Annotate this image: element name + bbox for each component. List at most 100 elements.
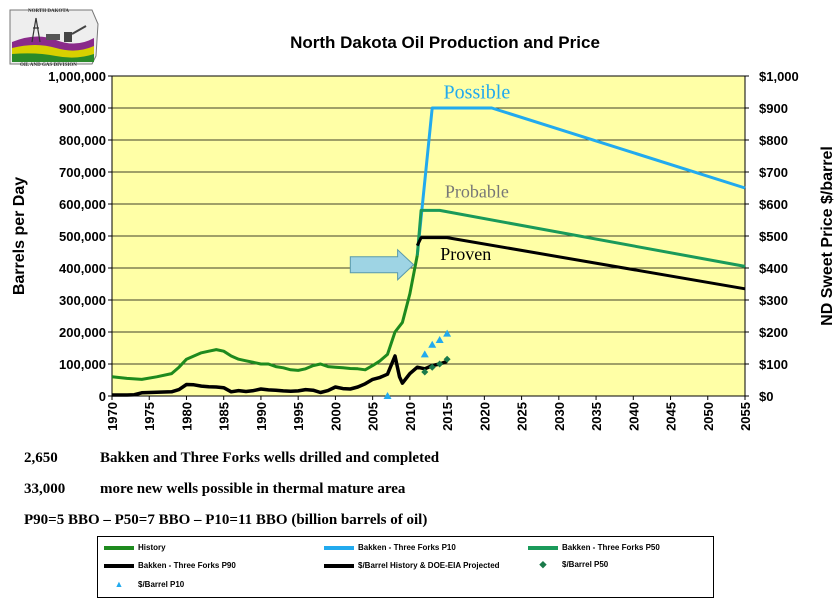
x-tick-label: 1970: [105, 402, 120, 431]
y-tick-label: 500,000: [59, 229, 106, 244]
y-tick-label: 700,000: [59, 165, 106, 180]
x-tick-label: 2040: [626, 402, 641, 431]
y2-tick-label: $200: [759, 325, 788, 340]
note-row: P90=5 BBO – P50=7 BBO – P10=11 BBO (bill…: [24, 512, 439, 543]
x-tick-label: 1995: [291, 402, 306, 431]
logo-top-text: NORTH DAKOTA: [28, 9, 69, 14]
series-bakken-three-forks-p90: [415, 236, 746, 291]
arrow-right-icon: [349, 248, 415, 281]
y-tick-label: 400,000: [59, 261, 106, 276]
x-tick-label: 2000: [328, 402, 343, 431]
y2-tick-label: $800: [759, 133, 788, 148]
x-tick-label: 1990: [254, 402, 269, 431]
legend-item-price-p10: ▲ $/Barrel P10: [104, 579, 185, 589]
data-point-diamond: [421, 368, 429, 376]
x-tick-label: 2015: [440, 402, 455, 431]
y-tick-label: 600,000: [59, 197, 106, 212]
chart-title: North Dakota Oil Production and Price: [290, 33, 600, 52]
y-tick-label: 300,000: [59, 293, 106, 308]
x-tick-label: 1985: [217, 402, 232, 431]
y-tick-label: 800,000: [59, 133, 106, 148]
x-tick-label: 2045: [664, 402, 679, 431]
note-row: 2,650 Bakken and Three Forks wells drill…: [24, 450, 439, 481]
y2-tick-label: $900: [759, 101, 788, 116]
legend-item-price-history: $/Barrel History & DOE-EIA Projected: [324, 561, 500, 570]
note-number: 2,650: [24, 450, 58, 466]
legend-swatch: [324, 545, 354, 550]
series-barrel-history-doe-eia-projected: [112, 354, 448, 397]
triangle-marker-icon: ▲: [114, 579, 124, 589]
y-tick-label: 900,000: [59, 101, 106, 116]
y-tick-label: 100,000: [59, 357, 106, 372]
annotation-proven: Proven: [440, 244, 491, 264]
x-tick-label: 2030: [552, 402, 567, 431]
y-tick-label: 1,000,000: [48, 69, 106, 84]
data-point-diamond: [428, 363, 436, 371]
y2-tick-label: $400: [759, 261, 788, 276]
x-tick-label: 2010: [403, 402, 418, 431]
nd-oil-gas-logo: NORTH DAKOTA OIL AND GAS DIVISION: [6, 4, 102, 70]
legend-item-price-p50: ◆ $/Barrel P50: [528, 559, 609, 570]
legend-label: $/Barrel P10: [138, 579, 185, 589]
oil-production-chart: 0 100,000 200,000 300,000 400,000 500,000 600,…: [11, 33, 836, 431]
series-bakken-three-forks-p10: [415, 106, 746, 256]
y-axis-left: 0 100,000 200,000 300,000 400,000 500,000 600,…: [48, 69, 112, 404]
y2-tick-label: $500: [759, 229, 788, 244]
diamond-marker-icon: ◆: [539, 559, 547, 569]
x-tick-label: 2050: [701, 402, 716, 431]
legend-label: $/Barrel History & DOE-EIA Projected: [358, 561, 500, 570]
data-point-triangle: [383, 392, 392, 399]
legend-label: Bakken - Three Forks P50: [562, 543, 660, 552]
x-tick-label: 2025: [515, 402, 530, 431]
y-axis-label: Barrels per Day: [11, 177, 28, 295]
legend-item-history: History: [104, 543, 166, 552]
chart-legend: History Bakken - Three Forks P10 Bakken …: [97, 536, 714, 598]
marker-layer: [383, 329, 452, 399]
legend-item-p90: Bakken - Three Forks P90: [104, 561, 236, 570]
notes-block: 2,650 Bakken and Three Forks wells drill…: [24, 450, 439, 543]
data-point-triangle: [428, 340, 437, 348]
annotations: Possible Probable Proven: [349, 81, 511, 281]
legend-swatch: [104, 563, 134, 568]
series-layer: [111, 106, 746, 397]
legend-item-p50: Bakken - Three Forks P50: [528, 543, 660, 552]
note-number: 33,000: [24, 481, 66, 497]
note-text: more new wells possible in thermal matur…: [100, 481, 406, 497]
logo-bottom-text: OIL AND GAS DIVISION: [20, 63, 77, 68]
legend-swatch: [324, 563, 354, 568]
gridlines: [112, 107, 745, 365]
note-text: Bakken and Three Forks wells drilled and…: [100, 450, 440, 466]
annotation-probable: Probable: [445, 182, 509, 202]
x-tick-label: 2020: [477, 402, 492, 431]
y2-tick-label: $300: [759, 293, 788, 308]
y-axis-right: $0 $100 $200 $300 $400 $500 $600 $700 $800 $900 $1…: [745, 69, 799, 404]
y-tick-label: 0: [99, 389, 106, 404]
data-point-triangle: [435, 336, 444, 343]
y2-tick-label: $0: [759, 389, 773, 404]
annotation-possible: Possible: [444, 81, 511, 103]
data-point-triangle: [420, 350, 429, 358]
x-tick-label: 1975: [142, 402, 157, 431]
y2-tick-label: $700: [759, 165, 788, 180]
x-tick-label: 2005: [366, 402, 381, 431]
x-tick-label: 2055: [738, 402, 753, 431]
note-text: P90=5 BBO – P50=7 BBO – P10=11 BBO (bill…: [24, 512, 428, 528]
legend-label: Bakken - Three Forks P10: [358, 543, 456, 552]
y2-tick-label: $600: [759, 197, 788, 212]
legend-label: Bakken - Three Forks P90: [138, 561, 236, 570]
y2-axis-label: ND Sweet Price $/barrel: [819, 146, 836, 326]
data-point-diamond: [443, 355, 451, 363]
x-tick-label: 1980: [179, 402, 194, 431]
note-row: 33,000 more new wells possible in therma…: [24, 481, 439, 512]
x-axis: 1970 1975 1980 1985 1990 1995 2000 2005 2010 2015…: [105, 396, 753, 431]
y2-tick-label: $100: [759, 357, 788, 372]
y2-tick-label: $1,000: [759, 69, 799, 84]
data-point-diamond: [436, 360, 444, 368]
legend-label: $/Barrel P50: [562, 560, 609, 569]
y-tick-label: 200,000: [59, 325, 106, 340]
legend-label: History: [138, 543, 166, 552]
series-bakken-three-forks-p50: [415, 208, 746, 268]
x-tick-label: 2035: [589, 402, 604, 431]
legend-item-p10: Bakken - Three Forks P10: [324, 543, 456, 552]
legend-swatch: [528, 545, 558, 550]
